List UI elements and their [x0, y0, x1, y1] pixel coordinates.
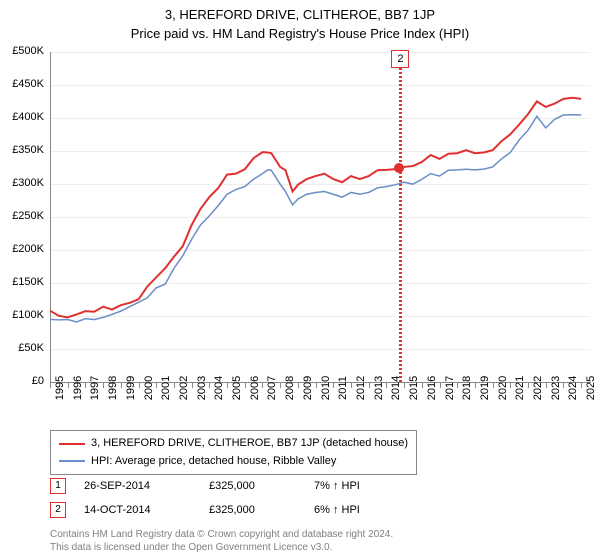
legend-label: 3, HEREFORD DRIVE, CLITHEROE, BB7 1JP (d… — [91, 435, 408, 453]
y-tick-label: £250K — [0, 210, 44, 222]
legend-label: HPI: Average price, detached house, Ribb… — [91, 453, 336, 471]
footer-line: This data is licensed under the Open Gov… — [50, 541, 393, 554]
y-tick-label: £300K — [0, 177, 44, 189]
sale-date: 26-SEP-2014 — [84, 480, 209, 492]
sale-row: 1 26-SEP-2014 £325,000 7% ↑ HPI — [50, 478, 414, 494]
y-tick-label: £100K — [0, 309, 44, 321]
y-tick-label: £150K — [0, 276, 44, 288]
legend-item: 3, HEREFORD DRIVE, CLITHEROE, BB7 1JP (d… — [59, 435, 408, 453]
legend-item: HPI: Average price, detached house, Ribb… — [59, 453, 408, 471]
y-tick-label: £50K — [0, 342, 44, 354]
y-tick-label: £350K — [0, 144, 44, 156]
y-tick-label: £200K — [0, 243, 44, 255]
line-chart-svg — [50, 52, 590, 382]
y-tick-label: £400K — [0, 111, 44, 123]
chart-title: 3, HEREFORD DRIVE, CLITHEROE, BB7 1JP — [0, 0, 600, 24]
sale-change: 6% ↑ HPI — [314, 504, 414, 516]
legend: 3, HEREFORD DRIVE, CLITHEROE, BB7 1JP (d… — [50, 430, 417, 475]
sale-change: 7% ↑ HPI — [314, 480, 414, 492]
y-tick-label: £0 — [0, 375, 44, 387]
sale-marker-box: 1 — [50, 478, 66, 494]
legend-swatch — [59, 443, 85, 445]
y-tick-label: £450K — [0, 78, 44, 90]
series-line — [50, 115, 581, 322]
footer-line: Contains HM Land Registry data © Crown c… — [50, 528, 393, 541]
data-point — [394, 163, 404, 173]
marker-label: 2 — [391, 50, 409, 68]
footer: Contains HM Land Registry data © Crown c… — [50, 528, 393, 554]
sale-price: £325,000 — [209, 480, 314, 492]
chart-container: 3, HEREFORD DRIVE, CLITHEROE, BB7 1JP Pr… — [0, 0, 600, 560]
sale-marker-box: 2 — [50, 502, 66, 518]
sale-price: £325,000 — [209, 504, 314, 516]
chart-subtitle: Price paid vs. HM Land Registry's House … — [0, 24, 600, 41]
series-line — [50, 98, 581, 318]
legend-swatch — [59, 460, 85, 462]
sale-date: 14-OCT-2014 — [84, 504, 209, 516]
y-tick-label: £500K — [0, 45, 44, 57]
sale-row: 2 14-OCT-2014 £325,000 6% ↑ HPI — [50, 502, 414, 518]
